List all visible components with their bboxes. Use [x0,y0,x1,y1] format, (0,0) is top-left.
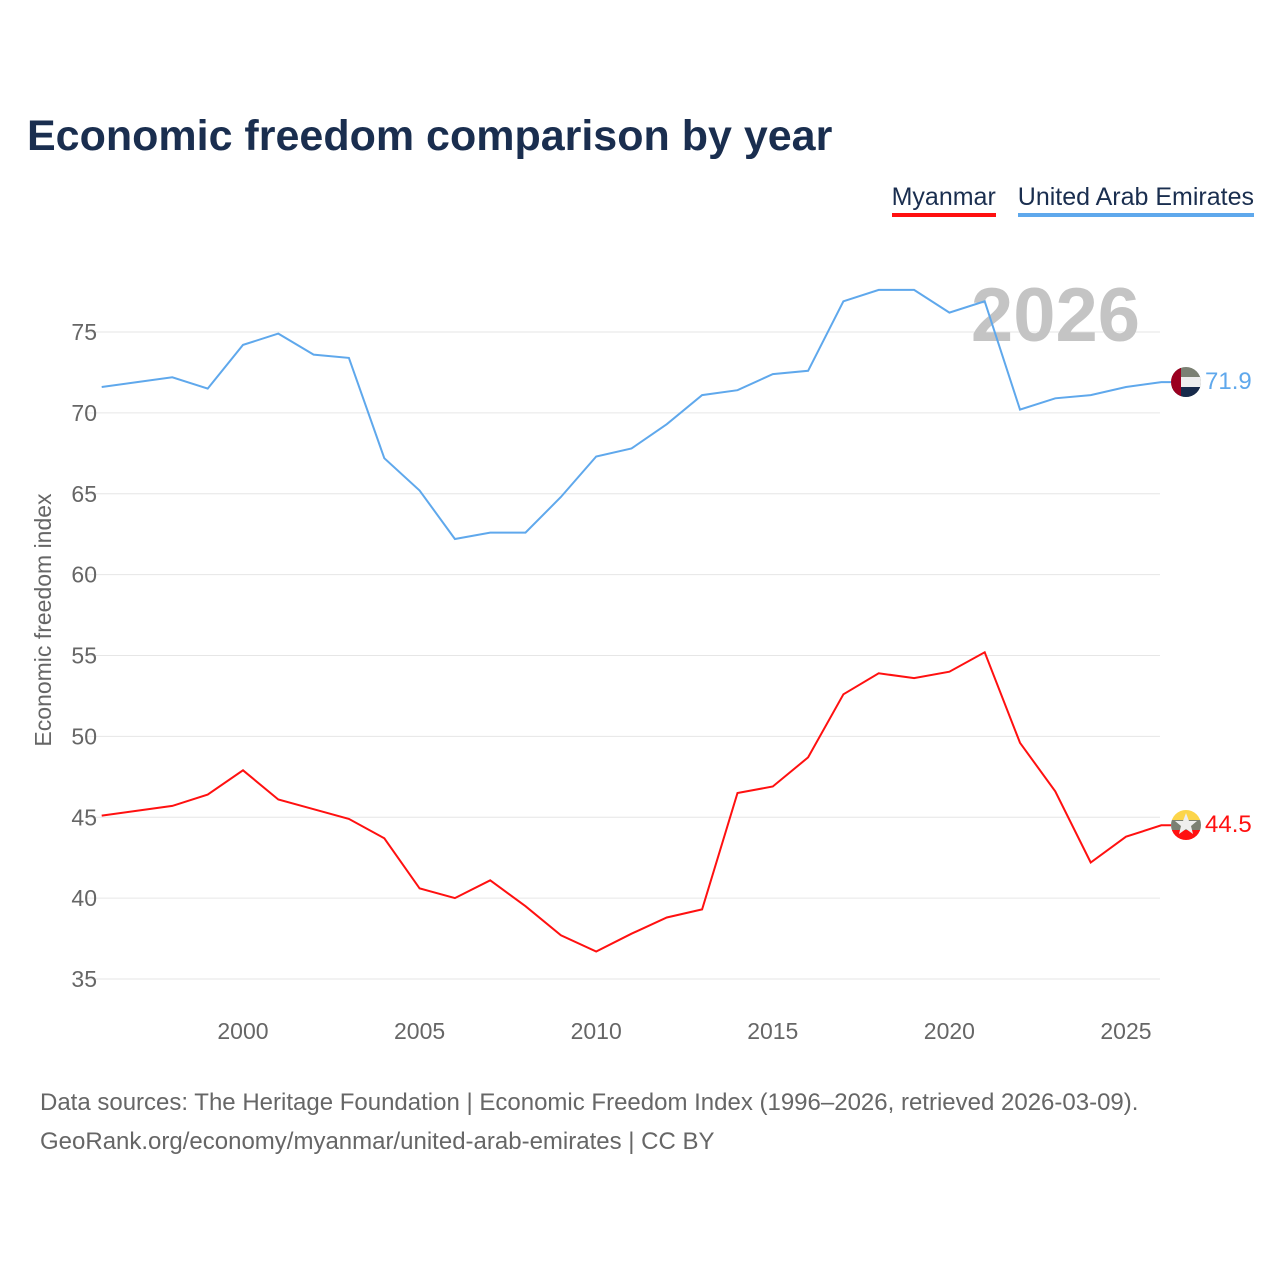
myanmar-flag-icon [1171,810,1201,840]
y-tick-label: 35 [71,966,97,992]
y-tick-label: 60 [71,562,97,588]
y-tick-label: 50 [71,723,97,749]
x-tick-label: 2005 [394,1018,445,1044]
x-tick-label: 2015 [747,1018,798,1044]
y-tick-label: 55 [71,643,97,669]
y-tick-label: 40 [71,885,97,911]
y-tick-label: 65 [71,481,97,507]
footer-sources: Data sources: The Heritage Foundation | … [40,1089,1139,1116]
year-annotation: 2026 [971,273,1140,358]
series-line-uae [101,288,1171,541]
legend-uae[interactable]: United Arab Emirates [1017,183,1254,217]
uae-flag-icon [1171,367,1201,397]
y-tick-label: 45 [71,804,97,830]
myanmar-end-label: 44.5 [1205,811,1252,838]
legend-myanmar[interactable]: Myanmar [891,183,996,217]
legend: Myanmar United Arab Emirates [891,183,1254,217]
y-axis-label: Economic freedom index [30,493,56,747]
series-line-myanmar [101,650,1171,953]
y-tick-label: 75 [71,319,97,345]
y-tick-label: 70 [71,400,97,426]
uae-end-label: 71.9 [1205,368,1252,395]
footer-url[interactable]: GeoRank.org/economy/myanmar/united-arab-… [40,1128,715,1155]
x-tick-label: 2010 [571,1018,622,1044]
chart-title: Economic freedom comparison by year [27,112,833,160]
x-tick-label: 2000 [217,1018,268,1044]
x-tick-label: 2020 [924,1018,975,1044]
x-tick-label: 2025 [1100,1018,1151,1044]
